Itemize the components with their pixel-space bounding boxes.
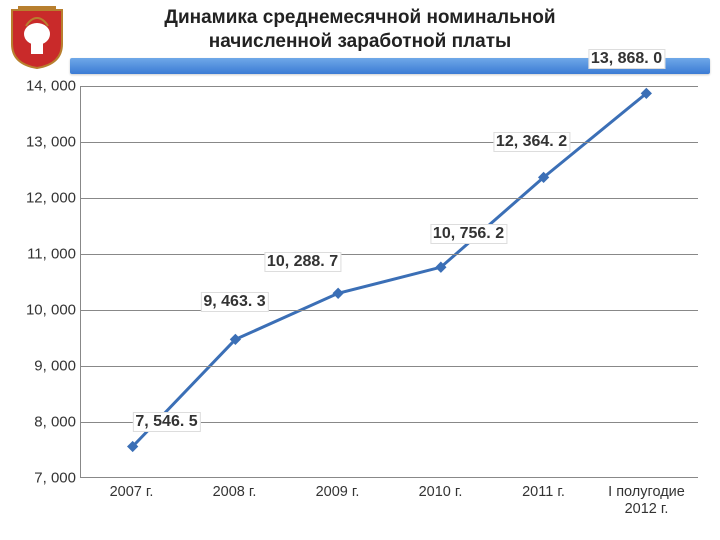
y-tick-label: 10, 000 (18, 302, 76, 319)
chart-title: Динамика среднемесячной номинальной начи… (0, 0, 720, 54)
x-tick-label: 2011 г. (492, 484, 595, 501)
title-line-1: Динамика среднемесячной номинальной (164, 7, 555, 28)
data-label: 13, 868. 0 (588, 49, 665, 69)
data-label: 7, 546. 5 (132, 412, 200, 432)
y-tick-label: 12, 000 (18, 190, 76, 207)
data-label: 10, 288. 7 (264, 252, 341, 272)
gridline (81, 310, 698, 311)
y-tick-label: 14, 000 (18, 78, 76, 95)
y-tick-label: 11, 000 (18, 246, 76, 263)
x-tick-label: I полугодие 2012 г. (595, 484, 698, 519)
x-tick-label: 2007 г. (80, 484, 183, 501)
data-label: 12, 364. 2 (493, 132, 570, 152)
x-tick-label: 2008 г. (183, 484, 286, 501)
y-tick-label: 8, 000 (18, 414, 76, 431)
coat-of-arms-icon (8, 4, 66, 70)
x-tick-label: 2010 г. (389, 484, 492, 501)
y-tick-label: 7, 000 (18, 470, 76, 487)
y-tick-label: 9, 000 (18, 358, 76, 375)
gridline (81, 142, 698, 143)
gridline (81, 86, 698, 87)
gridline (81, 198, 698, 199)
title-line-2: начисленной заработной платы (209, 31, 512, 52)
data-label: 9, 463. 3 (200, 292, 268, 312)
gridline (81, 254, 698, 255)
y-tick-label: 13, 000 (18, 134, 76, 151)
gridline (81, 366, 698, 367)
data-label: 10, 756. 2 (430, 224, 507, 244)
chart-area: 7, 000 8, 000 9, 000 10, 000 11, 000 12, 000 1… (18, 86, 708, 526)
x-tick-label: 2009 г. (286, 484, 389, 501)
